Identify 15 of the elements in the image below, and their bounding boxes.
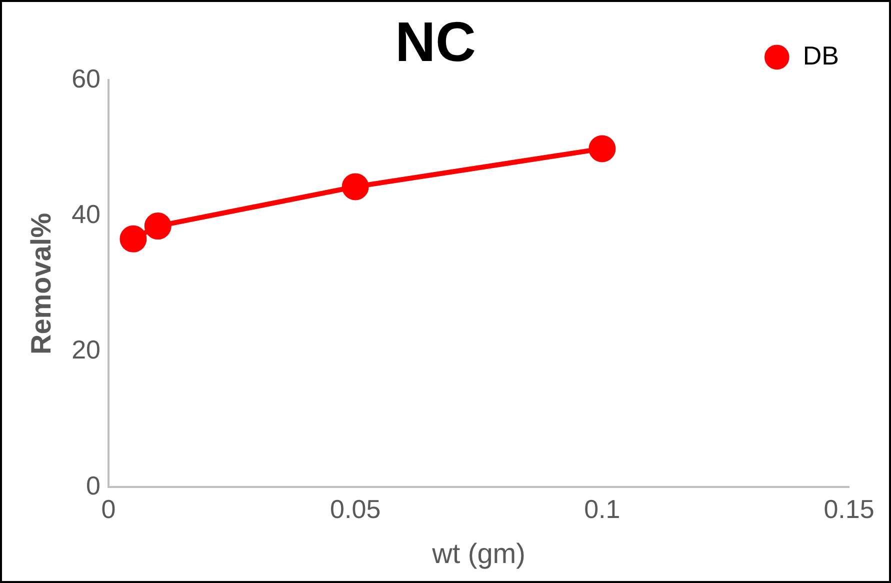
point bbox=[120, 225, 147, 252]
y-tick-label: 40 bbox=[72, 199, 101, 230]
chart-title: NC bbox=[395, 10, 476, 74]
x-tick-label: 0.1 bbox=[584, 494, 620, 524]
y-tick-label: 60 bbox=[72, 63, 101, 94]
point bbox=[342, 173, 369, 200]
x-tick-label: 0.05 bbox=[330, 494, 381, 524]
y-tick-label: 0 bbox=[86, 470, 101, 500]
y-axis-title: Removal% bbox=[26, 212, 57, 355]
x-tick-label: 0.15 bbox=[824, 494, 874, 524]
point bbox=[144, 212, 172, 240]
legend-label: DB bbox=[802, 40, 840, 70]
x-axis-title: wt (gm) bbox=[431, 538, 526, 569]
y-tick-label: 20 bbox=[72, 334, 101, 365]
point bbox=[588, 135, 616, 162]
